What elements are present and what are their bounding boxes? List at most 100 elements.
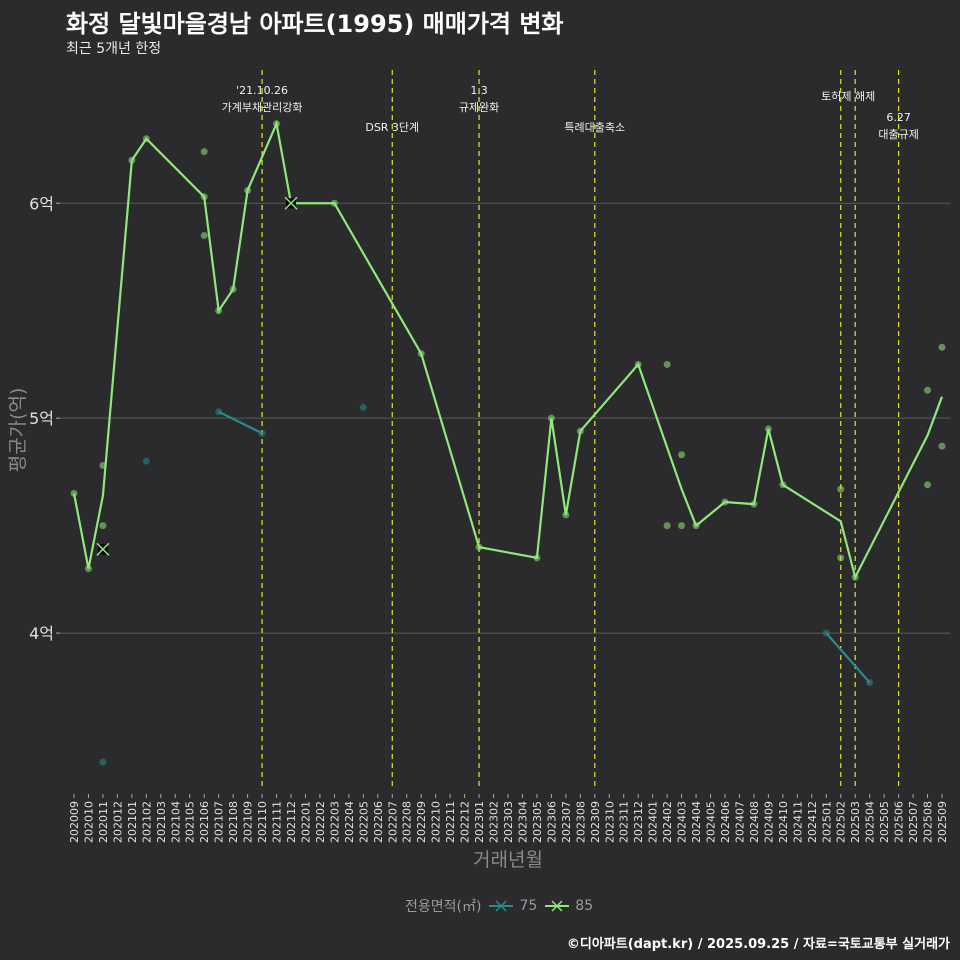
- x-tick-label: 202307: [560, 801, 573, 843]
- x-tick-label: 202509: [936, 801, 949, 843]
- x-tick-label: 202309: [589, 801, 602, 843]
- x-tick-label: 202507: [907, 801, 920, 843]
- data-point-85: [99, 522, 107, 530]
- x-tick-label: 202209: [415, 801, 428, 843]
- legend-swatch-75-icon: [489, 900, 514, 912]
- event-label: DSR 3단계: [365, 121, 419, 134]
- x-tick-label: 202103: [155, 801, 168, 843]
- legend-label-75: 75: [519, 898, 538, 914]
- x-tick-label: 202302: [488, 801, 501, 843]
- x-tick-label: 202205: [357, 801, 370, 843]
- x-tick-label: 202204: [343, 801, 356, 843]
- event-label: 1.3: [470, 84, 488, 97]
- x-tick-label: 202203: [328, 801, 341, 843]
- x-tick-label: 202502: [835, 801, 848, 843]
- chart-title: 화정 달빛마을경남 아파트(1995) 매매가격 변화: [66, 10, 564, 38]
- y-tick-label: 4억: [29, 624, 54, 643]
- x-tick-label: 202101: [126, 801, 139, 843]
- x-tick-label: 202409: [762, 801, 775, 843]
- x-tick-label: 202312: [632, 801, 645, 843]
- data-point-75: [99, 758, 107, 766]
- source-caption: ©디아파트(dapt.kr) / 2025.09.25 / 자료=국토교통부 실…: [566, 937, 950, 952]
- x-tick-label: 202207: [386, 801, 399, 843]
- legend-title: 전용면적(㎡): [405, 899, 482, 915]
- x-tick-label: 202011: [97, 801, 110, 843]
- x-tick-label: 202401: [647, 801, 660, 843]
- x-tick-label: 202508: [922, 801, 935, 843]
- x-tick-label: 202501: [820, 801, 833, 843]
- data-point-85: [663, 360, 671, 368]
- legend: 전용면적(㎡) 75 85: [405, 896, 593, 916]
- series-line-75: [218, 410, 263, 435]
- x-marker-85: [96, 542, 110, 556]
- x-tick-label: 202407: [733, 801, 746, 843]
- data-point-85: [200, 231, 208, 239]
- x-tick-label: 202111: [271, 801, 284, 843]
- data-point-85: [678, 451, 686, 459]
- x-tick-label: 202408: [748, 801, 761, 843]
- x-tick-label: 202412: [806, 801, 819, 843]
- data-point-85: [924, 386, 932, 394]
- x-tick-label: 202402: [661, 801, 674, 843]
- x-tick-label: 202206: [372, 801, 385, 843]
- x-tick-label: 202212: [459, 801, 472, 843]
- x-tick-label: 202301: [473, 801, 486, 843]
- x-tick-label: 202112: [285, 801, 298, 843]
- x-axis-title: 거래년월: [473, 849, 543, 871]
- x-tick-label: 202311: [618, 801, 631, 843]
- legend-label-85: 85: [575, 898, 594, 914]
- x-tick-label: 202410: [777, 801, 790, 843]
- event-label: '21.10.26: [236, 84, 288, 97]
- x-tick-label: 202405: [705, 801, 718, 843]
- x-marker-85: [284, 196, 298, 210]
- data-point-85: [938, 343, 946, 351]
- x-tick-label: 202411: [791, 801, 804, 843]
- x-tick-label: 202202: [314, 801, 327, 843]
- x-tick-label: 202210: [430, 801, 443, 843]
- event-label: 가계부채관리강화: [222, 101, 303, 114]
- event-label: 대출규제: [878, 128, 918, 141]
- x-tick-label: 202102: [140, 801, 153, 843]
- x-tick-label: 202211: [444, 801, 457, 843]
- x-tick-label: 202310: [603, 801, 616, 843]
- event-label: 특례대출축소: [564, 121, 625, 134]
- data-point-85: [938, 442, 946, 450]
- x-tick-label: 202506: [893, 801, 906, 843]
- x-tick-label: 202104: [169, 801, 182, 843]
- data-point-85: [837, 485, 845, 493]
- series-line-75: [825, 632, 871, 684]
- x-tick-label: 202303: [502, 801, 515, 843]
- x-tick-label: 202503: [849, 801, 862, 843]
- x-tick-label: 202504: [864, 801, 877, 843]
- event-label: 6.27: [886, 111, 911, 124]
- x-tick-label: 202010: [82, 801, 95, 843]
- data-point-85: [663, 522, 671, 530]
- y-tick-label: 5억: [29, 409, 54, 428]
- x-tick-label: 202308: [574, 801, 587, 843]
- x-tick-label: 202505: [878, 801, 891, 843]
- x-tick-label: 202109: [242, 801, 255, 843]
- x-tick-label: 202009: [68, 801, 81, 843]
- x-tick-label: 202108: [227, 801, 240, 843]
- series-line-85: [72, 119, 944, 581]
- x-tick-label: 202105: [184, 801, 197, 843]
- data-point-75: [359, 403, 367, 411]
- x-tick-label: 202107: [213, 801, 226, 843]
- x-tick-label: 202306: [545, 801, 558, 843]
- event-label: 규제완화: [459, 101, 499, 114]
- x-tick-label: 202110: [256, 801, 269, 843]
- y-axis-title: 평균가(억): [7, 388, 29, 473]
- legend-item-75: 75: [489, 898, 537, 914]
- data-point-85: [678, 522, 686, 530]
- event-label: 토허제 해제: [821, 89, 875, 103]
- x-tick-label: 202406: [719, 801, 732, 843]
- x-tick-label: 202208: [401, 801, 414, 843]
- data-point-85: [200, 148, 208, 156]
- y-tick-label: 6억: [29, 194, 54, 213]
- x-tick-label: 202012: [111, 801, 124, 843]
- x-tick-label: 202305: [531, 801, 544, 843]
- data-point-75: [142, 457, 150, 465]
- x-tick-label: 202404: [690, 801, 703, 843]
- x-tick-label: 202304: [516, 801, 529, 843]
